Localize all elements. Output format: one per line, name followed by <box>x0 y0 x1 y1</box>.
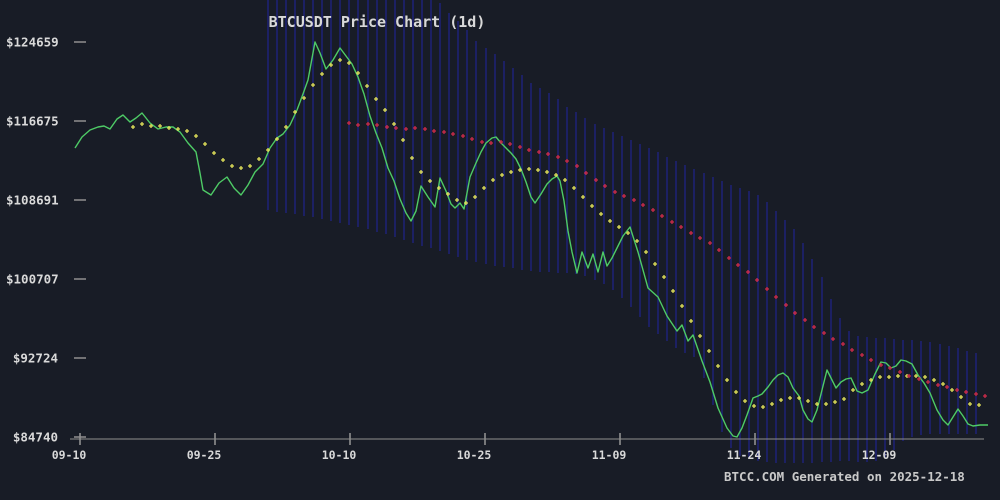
ma-long-dotted <box>347 121 987 398</box>
y-tick-label: $108691 <box>6 192 59 208</box>
x-tick-label: 11-09 <box>591 448 627 462</box>
axis-tick-marks <box>74 41 891 445</box>
y-tick-label: $124659 <box>6 34 59 50</box>
ma-short-dotted <box>131 58 981 409</box>
x-tick-label: 09-10 <box>51 448 87 462</box>
chart-title: BTCUSDT Price Chart (1d) <box>268 13 486 31</box>
x-tick-label: 10-10 <box>321 448 357 462</box>
x-tick-label: 12-09 <box>861 448 897 462</box>
watermark-caption: BTCC.COM Generated on 2025-12-18 <box>724 469 965 484</box>
price-line <box>74 41 988 438</box>
x-tick-label: 10-25 <box>456 448 492 462</box>
y-tick-label: $84740 <box>12 429 58 445</box>
y-tick-label: $116675 <box>6 113 59 129</box>
y-tick-label: $92724 <box>12 350 58 366</box>
x-tick-label: 09-25 <box>186 448 222 462</box>
y-tick-label: $100707 <box>6 271 59 287</box>
x-tick-label: 11-24 <box>726 448 762 462</box>
